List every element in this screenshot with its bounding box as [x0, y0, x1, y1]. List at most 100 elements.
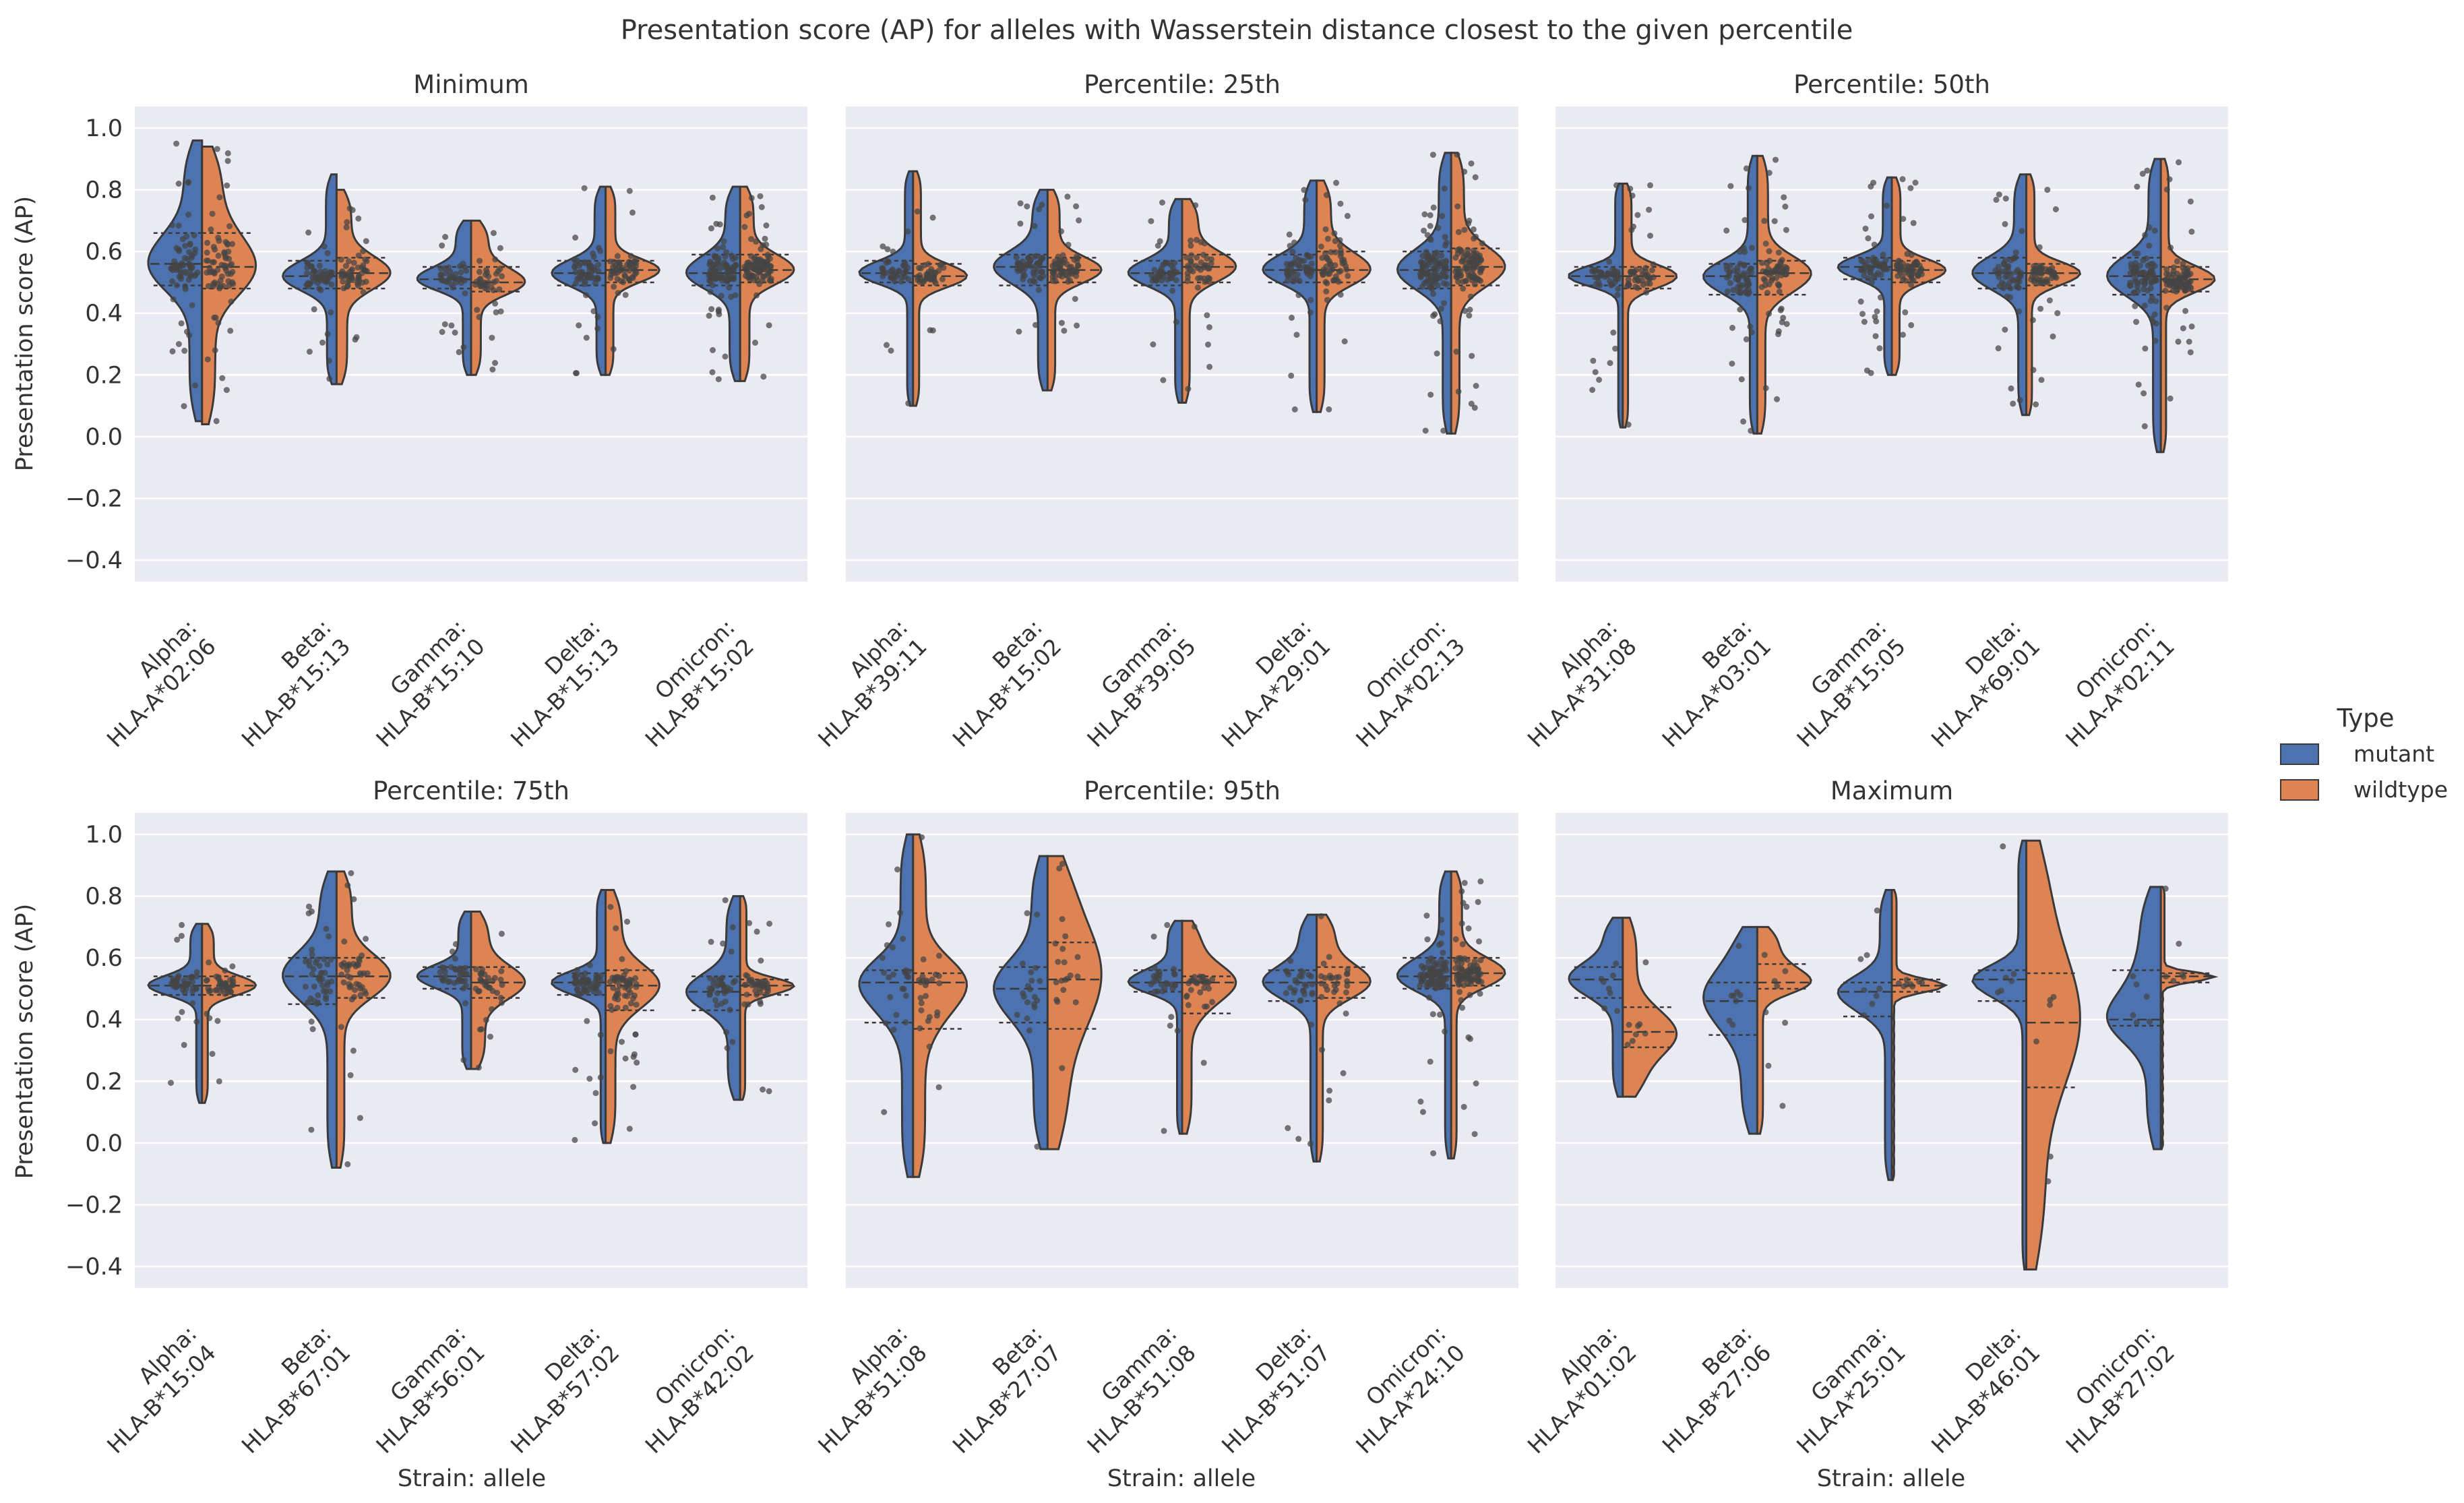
data-point	[1737, 992, 1744, 998]
data-point	[1148, 218, 1154, 224]
data-point	[2141, 423, 2148, 429]
data-point	[1061, 959, 1068, 966]
data-point	[224, 158, 231, 164]
data-point	[324, 277, 331, 284]
data-point	[2134, 288, 2141, 295]
data-point	[592, 1090, 599, 1097]
x-tick-label: Gamma:HLA-B*15:05	[1773, 614, 1911, 752]
data-point	[766, 268, 772, 275]
data-point	[711, 253, 718, 259]
data-point	[2005, 263, 2012, 270]
data-point	[1027, 278, 1033, 284]
data-point	[2013, 283, 2020, 290]
data-point	[1201, 275, 1207, 282]
data-point	[204, 1010, 210, 1017]
data-point	[744, 262, 751, 268]
data-point	[189, 1000, 196, 1006]
data-point	[489, 366, 496, 373]
data-point	[1064, 261, 1070, 268]
data-point	[1899, 332, 1906, 338]
x-tick-label: Alpha:HLA-B*15:04	[83, 1320, 221, 1459]
data-point	[1900, 260, 1907, 267]
data-point	[193, 973, 200, 980]
data-point	[1723, 274, 1730, 281]
data-point	[1426, 283, 1433, 290]
data-point	[1307, 273, 1314, 280]
data-point	[1430, 1150, 1437, 1157]
data-point	[173, 984, 179, 991]
data-point	[350, 259, 357, 266]
data-point	[363, 935, 369, 942]
data-point	[879, 265, 886, 272]
data-point	[1468, 160, 1475, 167]
data-point	[729, 255, 736, 262]
data-point	[757, 193, 764, 200]
data-point	[1301, 981, 1308, 988]
data-point	[1059, 916, 1066, 923]
data-point	[2152, 338, 2159, 344]
data-point	[1774, 396, 1780, 402]
y-tick-label: 1.0	[85, 115, 123, 142]
data-point	[1073, 203, 1080, 210]
data-point	[1036, 274, 1043, 281]
data-point	[316, 276, 323, 283]
data-point	[1030, 269, 1037, 276]
data-point	[499, 273, 505, 280]
data-point	[175, 1015, 181, 1022]
data-point	[905, 974, 912, 981]
data-point	[188, 255, 195, 261]
data-point	[576, 322, 582, 329]
data-point	[2170, 264, 2177, 271]
data-point	[1307, 297, 1314, 303]
data-point	[1328, 267, 1334, 274]
legend-label-mutant: mutant	[2353, 741, 2434, 767]
data-point	[1871, 241, 1878, 248]
data-point	[1458, 247, 1465, 254]
data-point	[2009, 276, 2016, 283]
data-point	[597, 977, 604, 984]
panel-title: Percentile: 25th	[1084, 70, 1281, 99]
data-point	[355, 276, 362, 282]
data-point	[1610, 329, 1617, 336]
data-point	[1326, 973, 1333, 979]
data-point	[2140, 286, 2147, 293]
data-point	[881, 1109, 888, 1115]
data-point	[1037, 263, 1043, 270]
data-point	[1879, 261, 1886, 268]
data-point	[181, 1041, 187, 1048]
data-point	[929, 327, 936, 334]
data-point	[763, 991, 770, 998]
data-point	[173, 245, 180, 251]
data-point	[1028, 969, 1035, 975]
data-point	[1344, 212, 1351, 219]
data-point	[169, 267, 176, 274]
data-point	[2054, 310, 2061, 317]
data-point	[1609, 973, 1616, 979]
data-point	[1465, 1034, 1472, 1041]
data-point	[631, 266, 638, 272]
data-point	[315, 992, 321, 999]
x-tick-label: Gamma:HLA-B*39:05	[1063, 614, 1201, 752]
data-point	[724, 1045, 731, 1051]
data-point	[1332, 262, 1338, 269]
data-point	[312, 269, 318, 275]
data-point	[1441, 300, 1448, 307]
data-point	[1629, 1038, 1636, 1044]
violin-delta	[551, 888, 660, 1144]
data-point	[498, 968, 505, 975]
data-point	[458, 269, 464, 276]
data-point	[755, 979, 762, 985]
data-point	[209, 210, 216, 217]
data-point	[1862, 225, 1869, 232]
data-point	[1174, 1027, 1181, 1034]
data-point	[928, 266, 935, 272]
data-point	[1058, 319, 1065, 326]
data-point	[1457, 268, 1464, 275]
data-point	[2142, 232, 2149, 239]
data-point	[355, 252, 362, 259]
legend-title: Type	[2337, 704, 2395, 733]
data-point	[1189, 262, 1196, 269]
data-point	[472, 985, 479, 992]
data-point	[192, 382, 198, 389]
data-point	[607, 1048, 614, 1055]
